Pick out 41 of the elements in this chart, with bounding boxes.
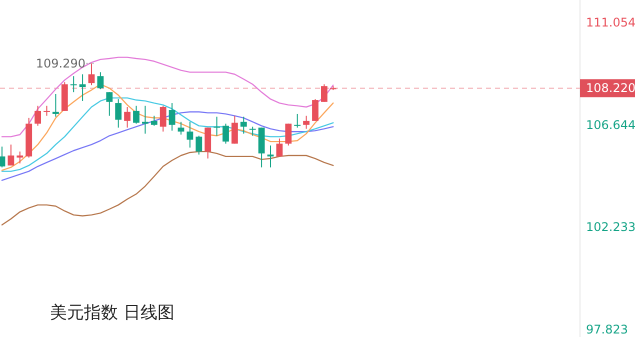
text: 美元指数 日线图: [50, 303, 174, 323]
candlestick: [196, 135, 202, 156]
candlestick: [240, 116, 247, 134]
candlestick: [16, 151, 24, 164]
line-series: [1, 56, 334, 138]
y-tick-label: 102.233: [586, 220, 635, 234]
candlestick: [294, 113, 301, 128]
candlestick: [88, 62, 95, 86]
candlestick: [79, 74, 86, 102]
candlestick: [106, 92, 113, 116]
annotation: 109.290: [36, 56, 86, 70]
y-tick-label: 97.823: [586, 322, 628, 337]
candlestick: [312, 98, 318, 122]
candlestick: [168, 102, 176, 132]
candlestick: [214, 116, 220, 136]
candlestick: [285, 123, 292, 146]
candlestick: [150, 115, 158, 126]
candlestick: [222, 123, 229, 144]
candlestick: [267, 145, 274, 168]
candlestick: [276, 138, 283, 157]
candlestick: [178, 121, 184, 136]
candlestick: [321, 84, 328, 102]
candlestick: [303, 115, 310, 130]
candlestick: [34, 105, 41, 126]
candlestick: [204, 127, 212, 160]
candlestick: [186, 121, 194, 148]
candlestick: [70, 76, 77, 93]
candlestick: [52, 94, 59, 118]
candlestick: [160, 105, 166, 132]
y-tick-label: 106.644: [586, 118, 635, 132]
candlestick: [97, 72, 104, 90]
candlestick: [115, 98, 122, 128]
ref-line-label: 108.220: [586, 81, 635, 96]
y-tick-label: 111.054: [586, 15, 635, 30]
candlestick: [232, 115, 238, 144]
candlestick: [124, 106, 130, 128]
candlestick: [8, 144, 14, 166]
candlestick: [249, 126, 256, 136]
candlestick: [44, 105, 50, 116]
candlestick: [133, 105, 140, 124]
candlestick: [0, 146, 6, 168]
